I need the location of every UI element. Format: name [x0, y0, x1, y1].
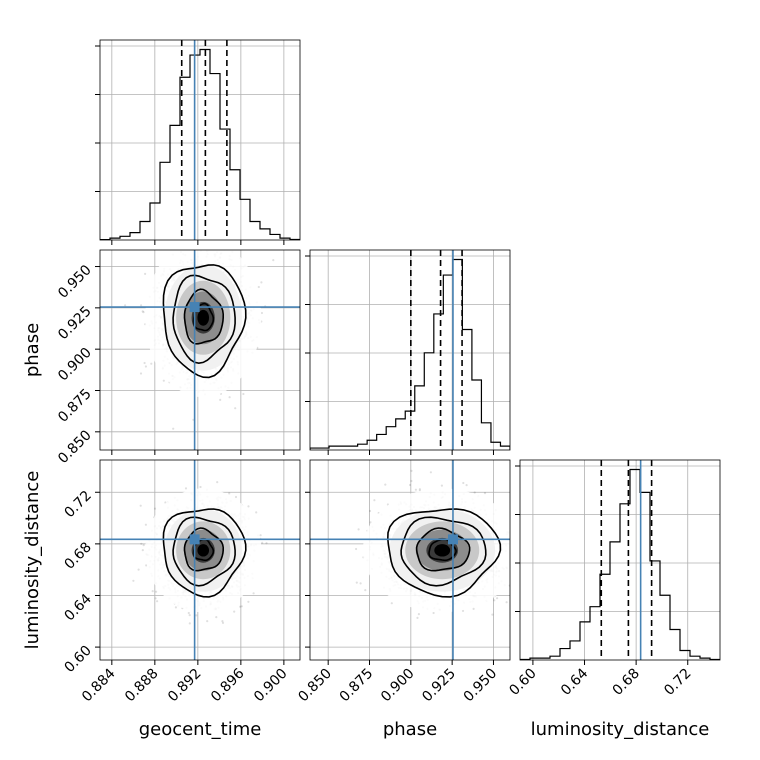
sample-point — [124, 304, 127, 307]
sample-point — [144, 272, 147, 275]
density-level — [197, 309, 210, 326]
sample-point — [216, 481, 219, 484]
sample-point — [140, 542, 143, 545]
sample-point — [221, 621, 225, 625]
panel-frame — [309, 249, 511, 451]
sample-point — [215, 616, 218, 619]
histogram-geocent_time — [100, 48, 300, 240]
sample-point — [260, 281, 263, 284]
panel-frame — [99, 249, 301, 451]
sample-point — [206, 620, 209, 623]
sample-point — [140, 304, 143, 307]
sample-point — [132, 579, 135, 582]
sample-point — [257, 285, 260, 289]
sample-point — [209, 246, 211, 248]
sample-point — [150, 362, 153, 365]
sample-point — [139, 372, 143, 375]
sample-point — [214, 247, 216, 249]
sample-point — [153, 507, 157, 510]
sample-point — [137, 568, 140, 571]
sample-point — [234, 226, 236, 228]
sample-point — [141, 310, 144, 313]
sample-point — [141, 549, 144, 552]
truth-marker — [189, 302, 200, 313]
sample-point — [234, 495, 238, 499]
sample-point — [184, 487, 188, 490]
sample-point — [142, 311, 145, 314]
sample-point — [145, 564, 148, 567]
contour-3 — [162, 264, 247, 379]
sample-point — [228, 396, 231, 399]
sample-point — [239, 605, 242, 608]
sample-point — [142, 544, 145, 547]
panel-frame — [99, 39, 301, 241]
sample-point — [144, 365, 147, 368]
panel-phase-vs-geocent_time — [95, 226, 301, 455]
sample-point — [272, 259, 275, 262]
sample-point — [219, 398, 222, 401]
sample-point — [155, 590, 158, 593]
sample-point — [151, 590, 154, 593]
sample-point — [265, 542, 268, 545]
sample-point — [261, 541, 264, 545]
hist-panel-luminosity_distance — [515, 459, 721, 665]
sample-point — [156, 600, 159, 603]
sample-point — [162, 379, 165, 382]
sample-point — [174, 606, 177, 609]
sample-point — [180, 244, 182, 246]
sample-point — [199, 485, 202, 489]
sample-point — [260, 311, 263, 315]
sample-point — [144, 523, 147, 526]
sample-point — [237, 242, 239, 244]
sample-point — [252, 592, 255, 595]
sample-point — [233, 610, 236, 613]
contour-1 — [183, 288, 224, 345]
sample-point — [228, 492, 231, 495]
panel-frame — [519, 459, 721, 661]
sample-point — [195, 614, 198, 617]
sample-point — [172, 427, 175, 430]
hist-panel-geocent_time — [95, 39, 301, 245]
contour-2 — [172, 274, 236, 365]
hist-panel-phase — [305, 249, 511, 455]
sample-point — [216, 243, 218, 245]
histogram-luminosity_distance — [520, 468, 720, 660]
sample-point — [247, 600, 250, 603]
sample-point — [234, 407, 237, 410]
histogram-phase — [310, 258, 510, 450]
sample-point — [242, 392, 245, 396]
sample-point — [204, 241, 206, 243]
sample-point — [143, 361, 146, 365]
panel-luminosity_distance-vs-geocent_time — [95, 459, 301, 665]
sample-point — [240, 605, 243, 608]
sample-point — [154, 597, 157, 600]
